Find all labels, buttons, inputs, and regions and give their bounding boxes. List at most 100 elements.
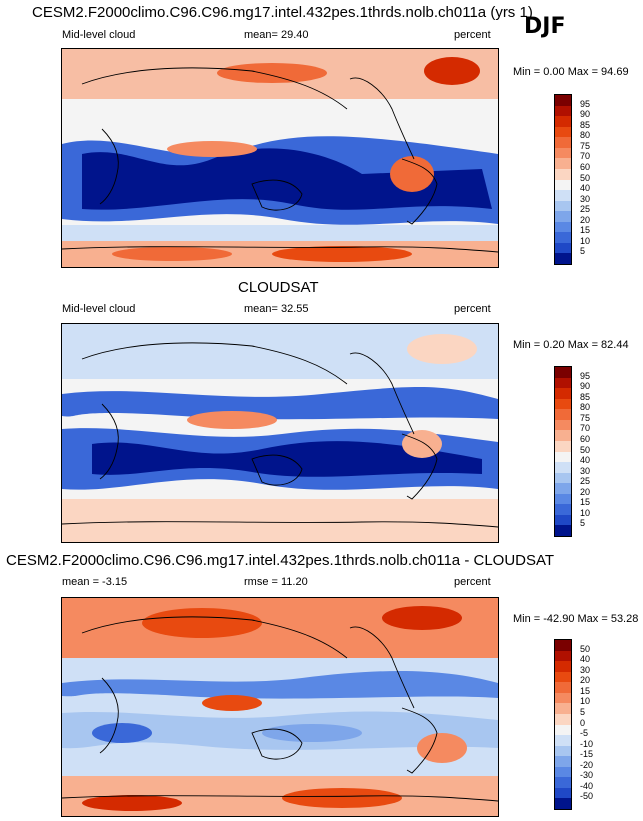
- colorbar-tick-label: -50: [580, 791, 594, 802]
- map-panel-model: [61, 48, 499, 268]
- panel-rmse-diff: rmse = 11.20: [244, 576, 308, 588]
- colorbar-swatch: [555, 211, 571, 222]
- colorbar-tick-label: 50: [580, 444, 591, 455]
- panel-title-model: CESM2.F2000climo.C96.C96.mg17.intel.432p…: [32, 4, 533, 21]
- panel-title-diff: CESM2.F2000climo.C96.C96.mg17.intel.432p…: [6, 552, 555, 569]
- colorbar-swatch: [555, 221, 571, 233]
- panel-minmax-obs: Min = 0.20 Max = 82.44: [513, 339, 629, 351]
- colorbar-swatch: [555, 398, 571, 410]
- colorbar-swatch: [555, 462, 571, 473]
- colorbar-tick-label: 40: [580, 654, 591, 665]
- colorbar-tick-label: 60: [580, 161, 591, 172]
- colorbar-tick-label: 0: [580, 717, 586, 728]
- colorbar-tick-label: 75: [580, 140, 591, 151]
- colorbar-tick-label: 15: [580, 685, 591, 696]
- colorbar-diff: [554, 639, 572, 810]
- panel-minmax-diff: Min = -42.90 Max = 53.28: [513, 613, 639, 625]
- colorbar-swatch: [555, 253, 571, 264]
- colorbar-tick-label: 50: [580, 643, 591, 654]
- colorbar-swatch: [555, 735, 571, 746]
- colorbar-tick-label: 75: [580, 412, 591, 423]
- colorbar-tick-label: 50: [580, 172, 591, 183]
- colorbar-swatch: [555, 367, 571, 378]
- colorbar-tick-label: 10: [580, 507, 591, 518]
- colorbar-tick-label: 15: [580, 497, 591, 508]
- colorbar-swatch: [555, 377, 571, 389]
- colorbar-swatch: [555, 483, 571, 494]
- colorbar-swatch: [555, 440, 571, 452]
- colorbar-tick-label: 60: [580, 433, 591, 444]
- panel-mean-model: mean= 29.40: [244, 29, 309, 41]
- colorbar-tick-label: 85: [580, 391, 591, 402]
- panel-variable-model: Mid-level cloud: [62, 29, 136, 41]
- colorbar-tick-label: 30: [580, 465, 591, 476]
- colorbar-tick-label: -15: [580, 749, 594, 760]
- colorbar-swatch: [555, 200, 571, 212]
- panel-title-obs: CLOUDSAT: [238, 279, 319, 296]
- colorbar-swatch: [555, 168, 571, 180]
- map-panel-diff: [61, 597, 499, 817]
- panel-units-obs: percent: [454, 303, 491, 315]
- colorbar-tick-label: 20: [580, 214, 591, 225]
- panel-minmax-model: Min = 0.00 Max = 94.69: [513, 66, 629, 78]
- colorbar-swatch: [555, 692, 571, 704]
- colorbar-tick-label: 40: [580, 183, 591, 194]
- colorbar-tick-label: -40: [580, 780, 594, 791]
- panel-mean-diff: mean = -3.15: [62, 576, 128, 588]
- colorbar-model: [554, 94, 572, 265]
- panel-units-diff: percent: [454, 576, 491, 588]
- map-field-model: [62, 49, 498, 267]
- colorbar-tick-label: -20: [580, 759, 594, 770]
- colorbar-tick-label: 90: [580, 109, 591, 120]
- colorbar-swatch: [555, 724, 571, 736]
- colorbar-tick-label: 25: [580, 476, 591, 487]
- colorbar-tick-label: 5: [580, 518, 586, 529]
- colorbar-tick-label: 95: [580, 98, 591, 109]
- colorbar-tick-label: 70: [580, 423, 591, 434]
- colorbar-swatch: [555, 126, 571, 138]
- colorbar-tick-label: 20: [580, 486, 591, 497]
- colorbar-swatch: [555, 640, 571, 651]
- colorbar-swatch: [555, 766, 571, 778]
- colorbar-tick-label: 80: [580, 402, 591, 413]
- colorbar-tick-label: 85: [580, 119, 591, 130]
- colorbar-swatch: [555, 419, 571, 431]
- colorbar-tick-label: 30: [580, 664, 591, 675]
- colorbar-swatch: [555, 713, 571, 725]
- colorbar-obs: [554, 366, 572, 537]
- colorbar-tick-label: 90: [580, 381, 591, 392]
- colorbar-tick-label: 20: [580, 675, 591, 686]
- colorbar-swatch: [555, 682, 571, 693]
- colorbar-tick-label: 25: [580, 204, 591, 215]
- colorbar-swatch: [555, 777, 571, 788]
- colorbar-swatch: [555, 671, 571, 683]
- colorbar-tick-label: 30: [580, 193, 591, 204]
- colorbar-tick-label: 10: [580, 235, 591, 246]
- map-field-diff: [62, 598, 498, 816]
- colorbar-swatch: [555, 232, 571, 243]
- colorbar-tick-label: 10: [580, 696, 591, 707]
- panel-mean-obs: mean= 32.55: [244, 303, 309, 315]
- colorbar-tick-label: -5: [580, 728, 589, 739]
- colorbar-swatch: [555, 493, 571, 505]
- colorbar-tick-label: 40: [580, 455, 591, 466]
- colorbar-swatch: [555, 661, 571, 672]
- colorbar-swatch: [555, 650, 571, 662]
- season-label: DJF: [524, 14, 566, 39]
- colorbar-swatch: [555, 451, 571, 463]
- colorbar-swatch: [555, 147, 571, 159]
- colorbar-swatch: [555, 504, 571, 515]
- colorbar-swatch: [555, 190, 571, 201]
- panel-units-model: percent: [454, 29, 491, 41]
- colorbar-swatch: [555, 388, 571, 399]
- colorbar-swatch: [555, 472, 571, 484]
- colorbar-swatch: [555, 105, 571, 117]
- colorbar-tick-label: 95: [580, 370, 591, 381]
- colorbar-tick-label: 70: [580, 151, 591, 162]
- colorbar-tick-label: 15: [580, 225, 591, 236]
- colorbar-swatch: [555, 409, 571, 420]
- colorbar-swatch: [555, 798, 571, 809]
- colorbar-tick-label: -10: [580, 738, 594, 749]
- map-field-obs: [62, 324, 498, 542]
- map-panel-obs: [61, 323, 499, 543]
